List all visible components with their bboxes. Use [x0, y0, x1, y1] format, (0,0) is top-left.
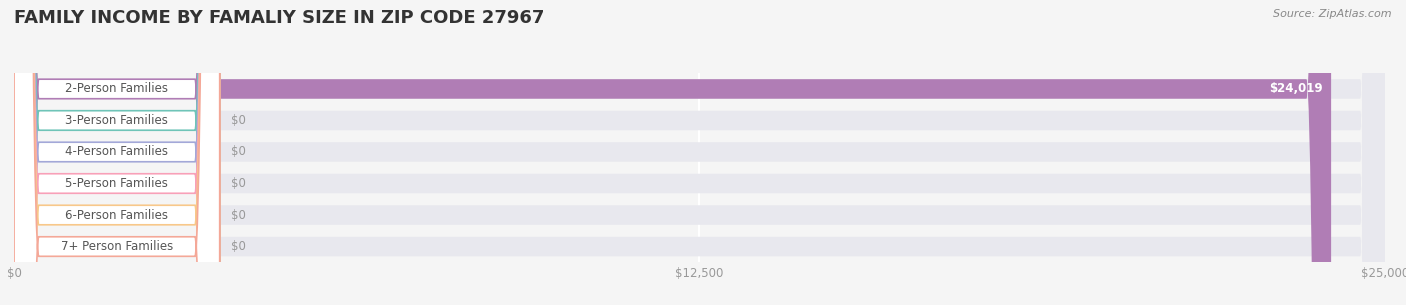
FancyBboxPatch shape: [14, 0, 1385, 305]
FancyBboxPatch shape: [14, 0, 1385, 305]
Text: $0: $0: [231, 240, 246, 253]
FancyBboxPatch shape: [14, 0, 219, 305]
FancyBboxPatch shape: [14, 0, 1385, 305]
FancyBboxPatch shape: [14, 0, 219, 305]
Text: $0: $0: [231, 177, 246, 190]
FancyBboxPatch shape: [14, 0, 1331, 305]
Text: 3-Person Families: 3-Person Families: [66, 114, 169, 127]
FancyBboxPatch shape: [14, 0, 1385, 305]
FancyBboxPatch shape: [14, 0, 219, 305]
Text: 7+ Person Families: 7+ Person Families: [60, 240, 173, 253]
Text: $0: $0: [231, 145, 246, 159]
Text: $0: $0: [231, 209, 246, 221]
Text: 4-Person Families: 4-Person Families: [65, 145, 169, 159]
FancyBboxPatch shape: [14, 0, 1385, 305]
Text: 6-Person Families: 6-Person Families: [65, 209, 169, 221]
FancyBboxPatch shape: [14, 0, 219, 305]
Text: Source: ZipAtlas.com: Source: ZipAtlas.com: [1274, 9, 1392, 19]
Text: FAMILY INCOME BY FAMALIY SIZE IN ZIP CODE 27967: FAMILY INCOME BY FAMALIY SIZE IN ZIP COD…: [14, 9, 544, 27]
Text: 2-Person Families: 2-Person Families: [65, 82, 169, 95]
Text: $24,019: $24,019: [1270, 82, 1323, 95]
Text: 5-Person Families: 5-Person Families: [66, 177, 169, 190]
FancyBboxPatch shape: [14, 0, 219, 305]
Text: $0: $0: [231, 114, 246, 127]
FancyBboxPatch shape: [14, 0, 219, 305]
FancyBboxPatch shape: [14, 0, 1385, 305]
